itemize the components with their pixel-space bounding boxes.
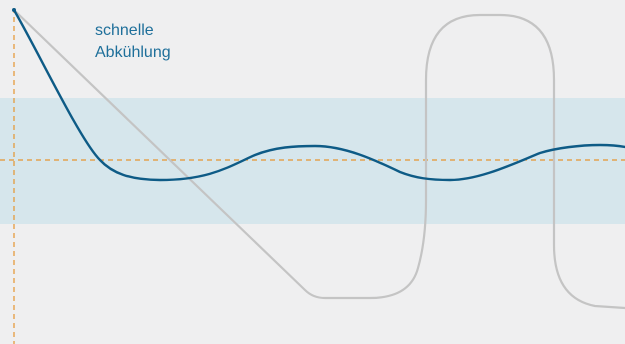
rapid-cooling-label: schnelle Abkühlung (95, 20, 171, 64)
controlled-temperature-curve (12, 8, 625, 182)
uncontrolled-temperature-curve (12, 8, 625, 310)
rapid-cooling-label-line2: Abkühlung (95, 44, 171, 61)
start-point (12, 8, 16, 12)
rapid-cooling-label-line1: schnelle (95, 22, 154, 39)
